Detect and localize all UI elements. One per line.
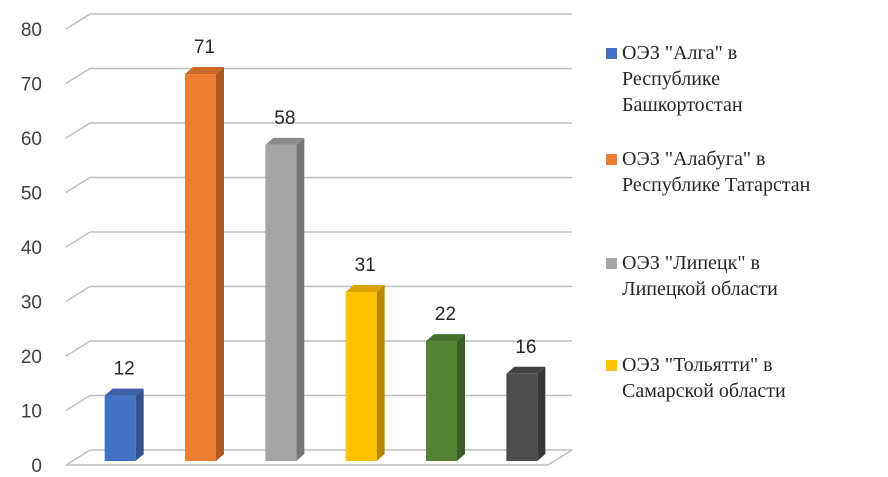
data-label: 12 [114, 359, 135, 380]
gridline-depth [65, 394, 91, 412]
legend-label: ОЭЗ "Липецк" в Липецкой области [622, 252, 778, 300]
bar-top [426, 334, 465, 342]
y-tick-label: 20 [21, 347, 42, 368]
floor-edge [547, 449, 573, 466]
legend-label: ОЭЗ "Алабуга" в Республике Татарстан [622, 148, 811, 196]
bar [104, 395, 136, 461]
y-tick-label: 0 [31, 456, 42, 477]
bar-side [457, 334, 465, 461]
gridline-depth [65, 122, 91, 139]
bar-side [537, 366, 546, 461]
bars [104, 67, 546, 462]
legend-label: ОЭЗ "Алга" в Республике Башкортостан [622, 42, 743, 116]
legend-item: ОЭЗ "Тольятти" в Самарской области [606, 352, 786, 404]
bar [506, 373, 538, 461]
gridline-depth [65, 176, 91, 194]
bar [185, 74, 216, 462]
gridline-depth [65, 13, 91, 30]
data-label: 22 [435, 304, 456, 325]
y-tick-label: 60 [21, 129, 42, 150]
gridline-depth [65, 67, 91, 85]
bar-side [135, 388, 144, 461]
data-label: 16 [515, 337, 536, 358]
gridline-depth [65, 449, 91, 466]
legend-swatch [606, 154, 617, 165]
gridline-depth [65, 340, 91, 357]
y-tick-label: 70 [21, 75, 42, 96]
data-label: 31 [355, 255, 376, 276]
bar-top [185, 67, 224, 75]
gridline-depth [65, 285, 91, 303]
data-label: 71 [194, 37, 215, 58]
legend-swatch [606, 360, 617, 371]
legend-label: ОЭЗ "Тольятти" в Самарской области [622, 354, 786, 402]
bar-side [216, 67, 224, 462]
bar [265, 144, 297, 461]
bar [345, 292, 377, 461]
bar-top [506, 366, 546, 374]
gridline-depth [65, 231, 91, 248]
bar [426, 341, 457, 461]
y-tick-label: 30 [21, 293, 42, 314]
bar-top [345, 285, 385, 293]
bar-top [104, 388, 144, 396]
data-label: 58 [274, 108, 295, 129]
bar-side [376, 285, 385, 461]
y-tick-label: 40 [21, 238, 42, 259]
legend-swatch [606, 48, 617, 59]
bar-top [265, 137, 305, 145]
legend-item: ОЭЗ "Алга" в Республике Башкортостан [606, 40, 743, 118]
data-labels: 12 71 58 31 22 16 [114, 37, 537, 380]
y-tick-label: 10 [21, 402, 42, 423]
legend-item: ОЭЗ "Алабуга" в Республике Татарстан [606, 146, 810, 198]
y-axis-ticks: 0 10 20 30 40 50 60 70 80 [21, 20, 42, 477]
gridlines [65, 13, 573, 466]
y-tick-label: 80 [21, 20, 42, 41]
legend-swatch [606, 258, 617, 269]
legend-item: ОЭЗ "Липецк" в Липецкой области [606, 250, 778, 302]
bar-side [296, 137, 305, 461]
y-tick-label: 50 [21, 184, 42, 205]
